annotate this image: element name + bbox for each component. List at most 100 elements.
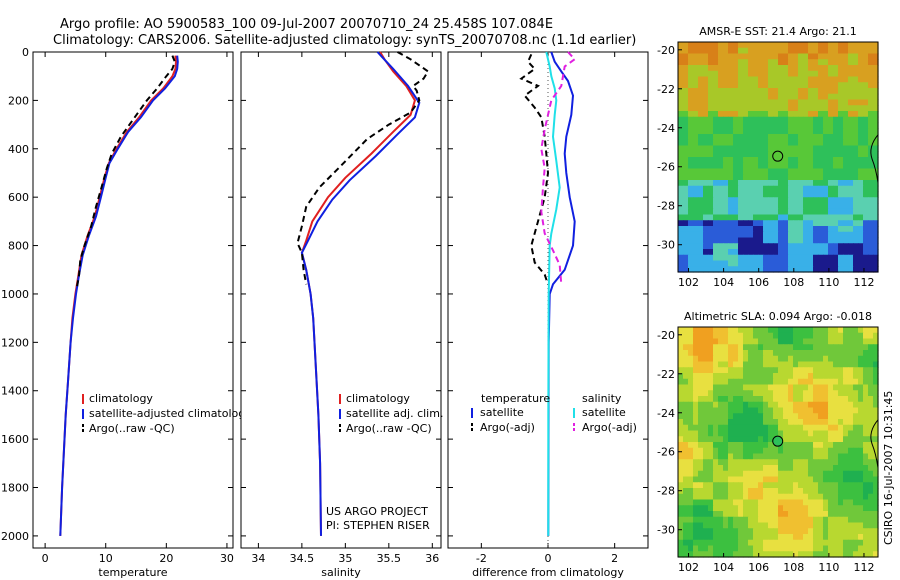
sst_map-cell	[783, 185, 789, 193]
sla_map-cell	[868, 465, 874, 472]
sla_map-cell	[703, 407, 709, 414]
sla_map-cell	[678, 436, 684, 443]
sla_map-cell	[838, 332, 844, 340]
sla_map-x-tick-label: 104	[713, 561, 734, 574]
sst_map-cell	[838, 174, 844, 181]
sst_map-cell	[798, 139, 804, 147]
sla_map-cell	[768, 361, 774, 368]
sst_map-cell	[863, 174, 869, 181]
sla_map-cell	[703, 378, 709, 386]
sla_map-cell	[853, 528, 859, 535]
sst_map-cell	[838, 162, 844, 170]
sla_map-cell	[793, 384, 799, 391]
sla_map-cell	[873, 511, 879, 518]
sst_map-cell	[718, 53, 724, 60]
sst_map-cell	[703, 116, 709, 124]
sla_map-cell	[683, 413, 689, 420]
sst_map-cell	[848, 105, 854, 112]
temperature-y-tick-label: 1200	[1, 336, 29, 349]
sla_map-cell	[748, 534, 754, 541]
sla_map-cell	[848, 453, 854, 460]
sla_map-cell	[798, 344, 804, 351]
sst_map-cell	[843, 197, 849, 204]
sla_map-cell	[843, 332, 849, 340]
sst_map-cell	[708, 134, 714, 141]
sst_map-cell	[868, 203, 874, 210]
sst_map-cell	[833, 214, 839, 221]
sla_map-cell	[728, 413, 734, 420]
sst_map-cell	[788, 180, 794, 187]
sst_map-cell	[828, 162, 834, 170]
sst_map-cell	[678, 88, 684, 95]
sst_map-y-tick-label: -26	[657, 161, 675, 174]
sst_map-cell	[778, 65, 784, 72]
sla_map-cell	[873, 539, 879, 547]
sla_map-cell	[783, 355, 789, 363]
sst_map-cell	[838, 203, 844, 210]
sla_map-cell	[678, 344, 684, 351]
sla_map-cell	[738, 350, 744, 357]
sla_map-cell	[743, 396, 749, 403]
sla_map-cell	[698, 350, 704, 357]
sla_map-cell	[753, 470, 759, 478]
sla_map-cell	[813, 424, 819, 432]
sla_map-cell	[853, 338, 859, 345]
sla_map-cell	[833, 493, 839, 501]
sla_map-cell	[838, 367, 844, 374]
sst_map-cell	[698, 237, 704, 244]
sla_map-cell	[788, 539, 794, 547]
sst_map-cell	[748, 191, 754, 198]
sla_map-cell	[758, 401, 764, 409]
sst_map-cell	[733, 111, 739, 118]
sla_map-cell	[838, 378, 844, 386]
sla_map-cell	[858, 338, 864, 345]
sst_map-cell	[738, 122, 744, 129]
sla_map-cell	[723, 361, 729, 368]
sla_map-cell	[823, 378, 829, 386]
sla_map-cell	[738, 499, 744, 506]
sst_map-cell	[833, 105, 839, 112]
sla_map-cell	[753, 482, 759, 489]
sst_map-cell	[718, 168, 724, 175]
sla_map-cell	[873, 522, 879, 529]
sst_map-cell	[858, 191, 864, 198]
sla_map-cell	[723, 545, 729, 552]
sla_map-cell	[698, 361, 704, 368]
sla_map-cell	[863, 407, 869, 414]
sst_map-cell	[688, 197, 694, 204]
sst_map-cell	[798, 157, 804, 164]
sst_map-cell	[708, 168, 714, 175]
sla_map-cell	[703, 493, 709, 501]
sla_map-cell	[713, 493, 719, 501]
sla_map-cell	[863, 332, 869, 340]
sla_map-cell	[798, 505, 804, 512]
sst_map-cell	[803, 82, 809, 89]
sla_map-cell	[783, 545, 789, 552]
sla_map-cell	[823, 493, 829, 501]
sst_map-cell	[688, 122, 694, 129]
sst_map-cell	[788, 65, 794, 72]
sla_map-cell	[693, 373, 699, 380]
sla_map-cell	[818, 355, 824, 363]
sst_map-cell	[743, 42, 749, 49]
sst_map-cell	[728, 139, 734, 147]
sla_map-cell	[798, 419, 804, 426]
sst_map-cell	[848, 88, 854, 95]
sla_map-cell	[788, 407, 794, 414]
sla_map-cell	[828, 476, 834, 483]
sla_map-cell	[678, 465, 684, 472]
sst_map-cell	[778, 111, 784, 118]
sst_map-cell	[693, 254, 699, 262]
sla_map-cell	[768, 482, 774, 489]
sst_map-cell	[688, 111, 694, 118]
sst_map-cell	[723, 88, 729, 95]
sst_map-cell	[873, 174, 879, 181]
sla_map-cell	[828, 413, 834, 420]
sst_map-cell	[778, 203, 784, 210]
sst_map-cell	[848, 116, 854, 124]
sst_map-cell	[793, 237, 799, 244]
salinity-x-axis-label: salinity	[321, 566, 361, 579]
sla_map-cell	[678, 367, 684, 374]
sla_map-cell	[853, 407, 859, 414]
sst_map-cell	[693, 42, 699, 49]
